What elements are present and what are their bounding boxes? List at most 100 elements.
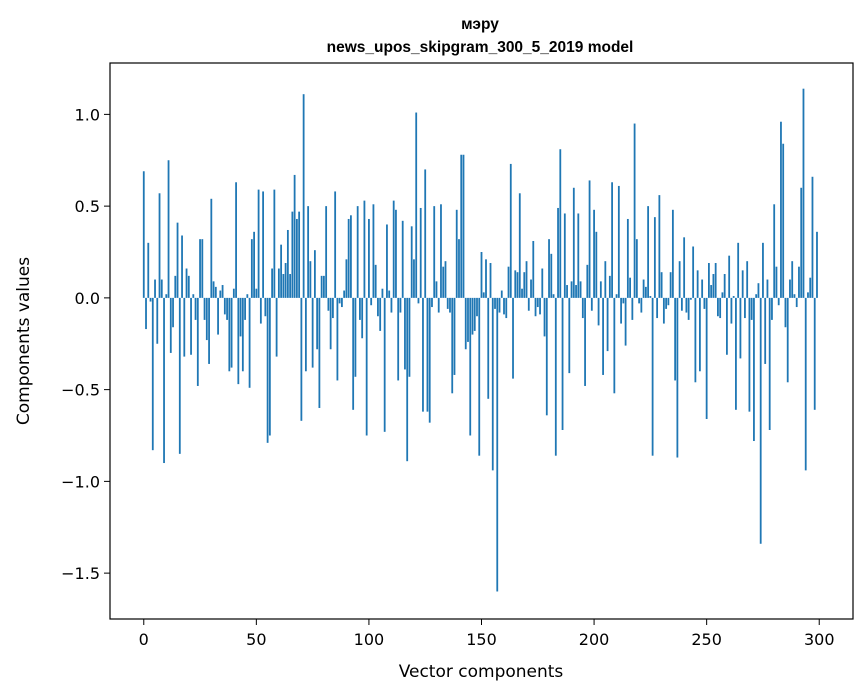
bar (584, 297, 586, 386)
bar (329, 297, 332, 350)
bar (273, 189, 276, 298)
bar (777, 297, 780, 306)
bar (464, 297, 467, 350)
bar (230, 297, 233, 368)
bar (383, 297, 386, 432)
bar (304, 297, 307, 372)
bar (766, 279, 769, 298)
bar (302, 94, 305, 298)
bar (572, 187, 575, 298)
bar (399, 297, 402, 313)
bar (642, 279, 645, 298)
bar (352, 297, 355, 410)
bar (455, 209, 458, 298)
bar (539, 297, 541, 315)
bar (473, 297, 476, 331)
bar (487, 297, 490, 399)
bar (620, 297, 622, 324)
bar (588, 180, 591, 298)
bar (226, 297, 228, 320)
bar (728, 255, 731, 298)
bar (354, 297, 357, 377)
bar (347, 218, 350, 298)
bar (397, 297, 400, 381)
bar (169, 297, 172, 353)
bar (795, 297, 798, 308)
bar (798, 266, 800, 298)
bar (365, 297, 368, 436)
bar (338, 297, 341, 304)
bar (534, 297, 537, 317)
bar (595, 231, 598, 298)
bar (361, 297, 364, 339)
bar (205, 297, 208, 341)
bar (667, 297, 670, 306)
bar (190, 297, 192, 355)
bar (732, 296, 735, 298)
bar (784, 297, 787, 328)
y-tick-label: −1.5 (61, 564, 100, 583)
bar (379, 297, 382, 331)
bar (685, 297, 688, 313)
bar (579, 281, 582, 298)
bar (415, 112, 418, 298)
bar (651, 297, 654, 456)
bar (617, 185, 620, 298)
x-tick-label: 300 (804, 630, 835, 649)
bar (696, 270, 699, 298)
bar (644, 286, 647, 298)
bar (500, 290, 503, 298)
bar (753, 297, 755, 442)
bar (433, 206, 436, 298)
bar (804, 297, 807, 471)
bar (597, 297, 600, 326)
bar (444, 261, 447, 298)
bar (151, 297, 154, 451)
bar (158, 193, 161, 298)
bar (410, 226, 413, 298)
bar (624, 297, 627, 346)
bar (345, 259, 348, 298)
bar (221, 285, 224, 298)
bar (606, 297, 609, 352)
bar (521, 288, 523, 298)
bar (541, 268, 544, 298)
bar (557, 207, 559, 298)
bar (757, 283, 760, 298)
bar (494, 297, 496, 309)
bar (395, 209, 397, 298)
bar (199, 239, 201, 298)
bar (424, 169, 427, 298)
bar (284, 263, 287, 298)
bar (676, 297, 679, 458)
bar (536, 297, 539, 308)
bar (311, 297, 314, 368)
bar (318, 297, 321, 408)
bar (181, 235, 183, 298)
bar (816, 231, 818, 298)
bar (413, 259, 415, 298)
y-tick-label: 0.0 (75, 289, 100, 308)
bar (336, 297, 339, 381)
bar (514, 270, 517, 298)
bar (458, 239, 460, 298)
bar (453, 297, 456, 375)
bar (516, 272, 519, 298)
bar (611, 182, 613, 298)
bar (593, 209, 595, 298)
bar (489, 263, 492, 298)
bar (678, 261, 681, 298)
bar (266, 297, 269, 443)
bar (518, 193, 521, 298)
bar (507, 266, 510, 298)
bar (293, 174, 296, 298)
bar (653, 217, 656, 298)
bar (559, 149, 562, 298)
bar (773, 204, 776, 298)
bar (512, 297, 514, 379)
bar (807, 292, 809, 298)
bar (599, 281, 602, 298)
bar (343, 290, 346, 298)
bar (359, 297, 361, 320)
bar (381, 288, 384, 298)
